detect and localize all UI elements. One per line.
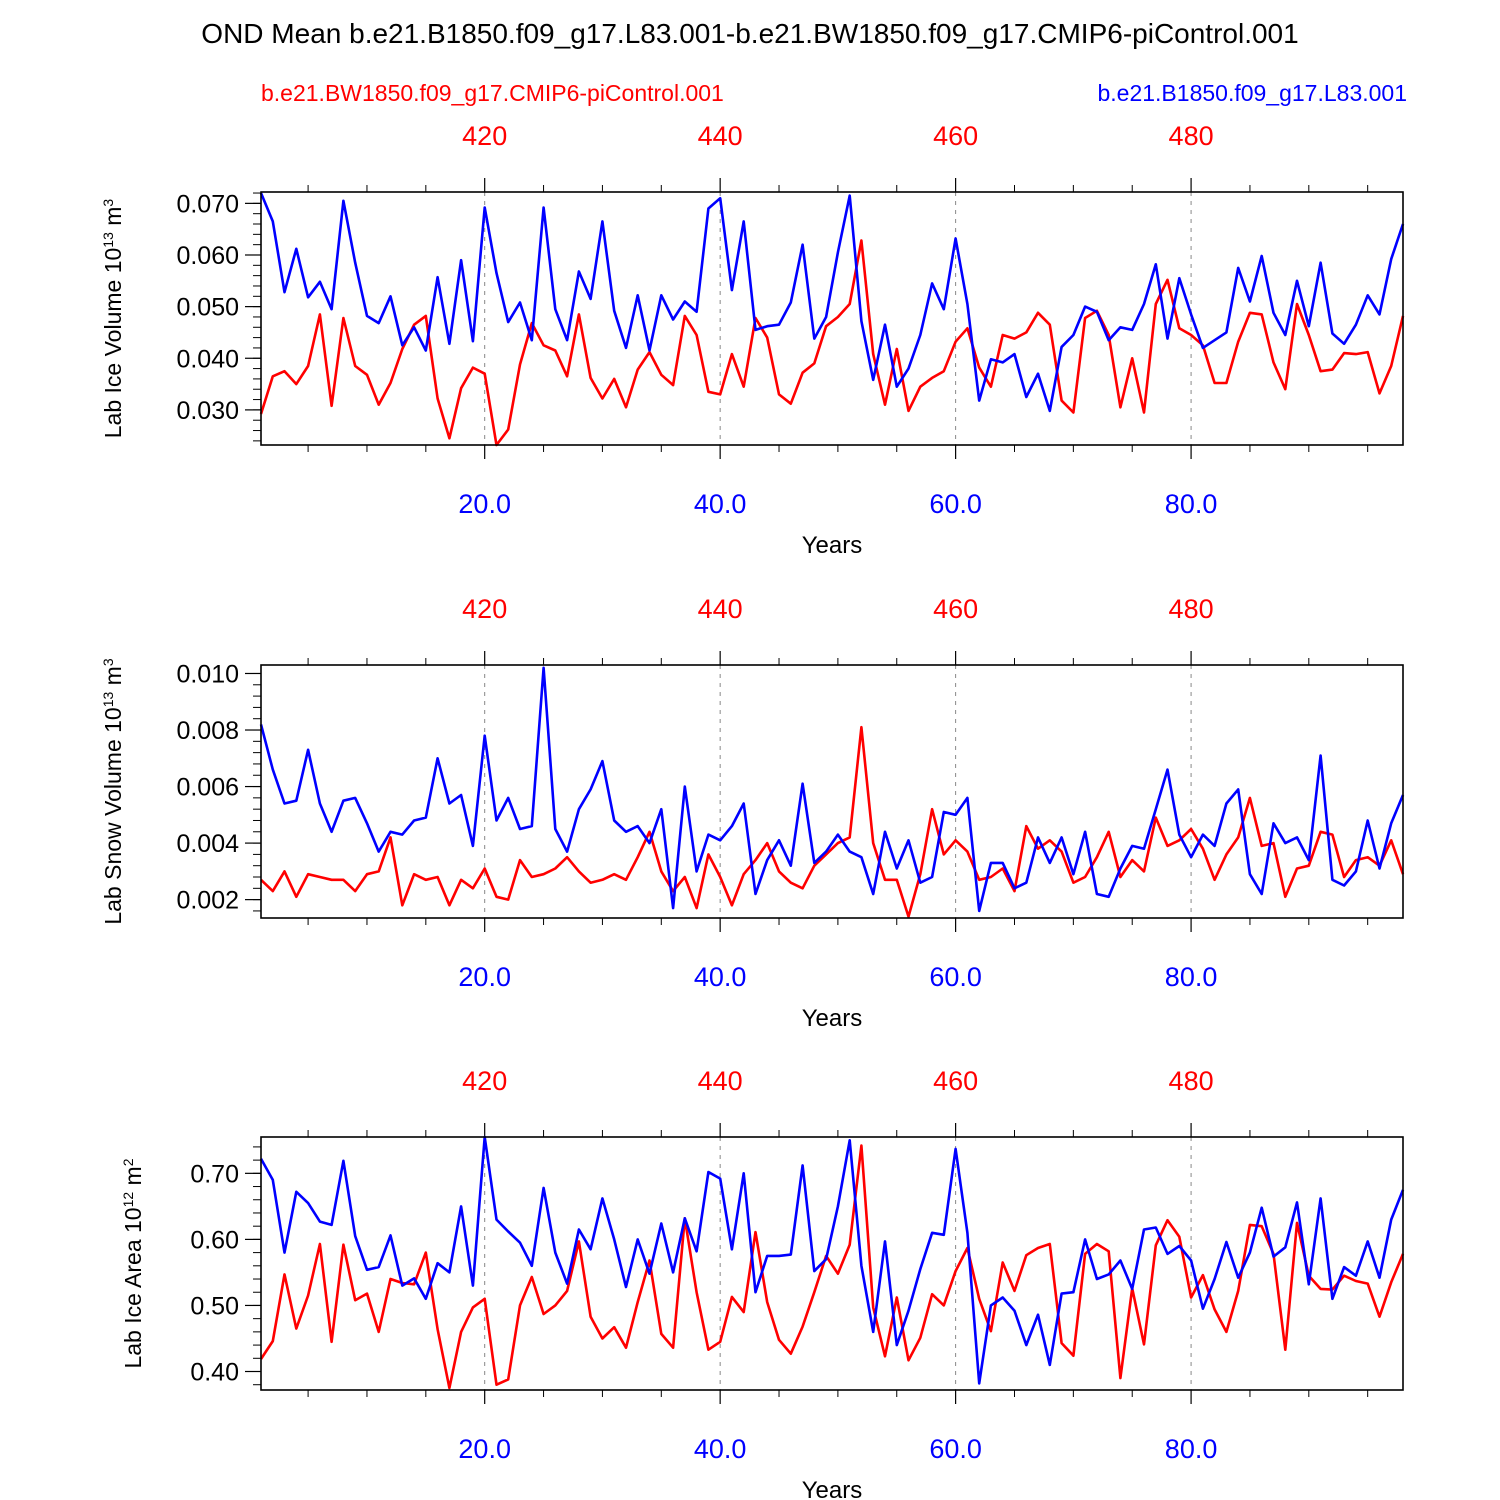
x-tick-label-bottom: 20.0 [458,1434,511,1464]
x-tick-label-top: 460 [933,121,978,151]
plot-frame [260,191,1404,446]
series-line-control [260,725,1405,918]
series-line-experiment [259,192,1405,413]
plot-frame [260,1136,1404,1391]
legend-experiment-label: b.e21.B1850.f09_g17.L83.001 [1097,80,1407,106]
y-tick-label: 0.060 [176,242,239,270]
x-tick-label-bottom: 40.0 [694,489,747,519]
x-tick-label-bottom: 60.0 [929,1434,982,1464]
y-tick-label: 0.006 [176,774,239,802]
x-axis-title: Years [802,1005,863,1032]
y-tick-label: 0.040 [176,345,239,373]
y-tick-label: 0.004 [176,830,239,858]
y-tick-label: 0.010 [176,660,239,688]
page-title: OND Mean b.e21.B1850.f09_g17.L83.001-b.e… [201,18,1299,49]
plot-frame [260,664,1404,919]
x-tick-label-top: 420 [462,1066,507,1096]
x-tick-label-top: 440 [698,121,743,151]
y-axis-title: Lab Ice Volume 1013 m3 [100,199,126,439]
x-axis-title: Years [802,1477,863,1500]
series-line-control [259,239,1405,447]
x-tick-label-top: 480 [1169,1066,1214,1096]
y-tick-label: 0.008 [176,717,239,745]
series-line-experiment [259,1135,1405,1385]
x-tick-label-bottom: 40.0 [694,962,747,992]
chart-panel-2: 0.002 0.004 0.006 0.008 0.010 20.0 420 40.0 440 6… [100,594,1405,1032]
x-tick-label-top: 480 [1169,594,1214,624]
x-tick-label-bottom: 80.0 [1165,489,1218,519]
y-tick-label: 0.50 [190,1292,239,1320]
series-line-control [259,1144,1405,1390]
x-tick-label-bottom: 80.0 [1165,1434,1218,1464]
y-tick-label: 0.002 [176,887,239,915]
y-tick-label: 0.60 [190,1226,239,1254]
x-tick-label-top: 460 [933,594,978,624]
x-tick-label-top: 420 [462,594,507,624]
x-tick-label-bottom: 60.0 [929,489,982,519]
x-tick-label-bottom: 60.0 [929,962,982,992]
legend-control-label: b.e21.BW1850.f09_g17.CMIP6-piControl.001 [261,80,724,106]
chart-panel-3: 0.40 0.50 0.60 0.70 20.0 420 40.0 440 60.0 460 80.… [120,1066,1405,1500]
x-tick-label-bottom: 40.0 [694,1434,747,1464]
x-tick-label-top: 440 [698,1066,743,1096]
x-axis-title: Years [802,532,863,559]
x-tick-label-top: 460 [933,1066,978,1096]
y-tick-label: 0.070 [176,190,239,218]
chart-panel-1: 0.030 0.040 0.050 0.060 0.070 20.0 420 40.0 440 6… [100,121,1405,559]
y-tick-label: 0.70 [190,1160,239,1188]
series-line-experiment [259,666,1405,913]
y-axis-title: Lab Snow Volume 1013 m3 [100,658,126,925]
x-tick-label-bottom: 20.0 [458,962,511,992]
y-tick-label: 0.030 [176,397,239,425]
x-tick-label-top: 480 [1169,121,1214,151]
y-axis-title: Lab Ice Area 1012 m2 [120,1158,146,1368]
x-tick-label-top: 420 [462,121,507,151]
x-tick-label-bottom: 20.0 [458,489,511,519]
x-tick-label-top: 440 [698,594,743,624]
x-tick-label-bottom: 80.0 [1165,962,1218,992]
y-tick-label: 0.050 [176,294,239,322]
y-tick-label: 0.40 [190,1359,239,1387]
